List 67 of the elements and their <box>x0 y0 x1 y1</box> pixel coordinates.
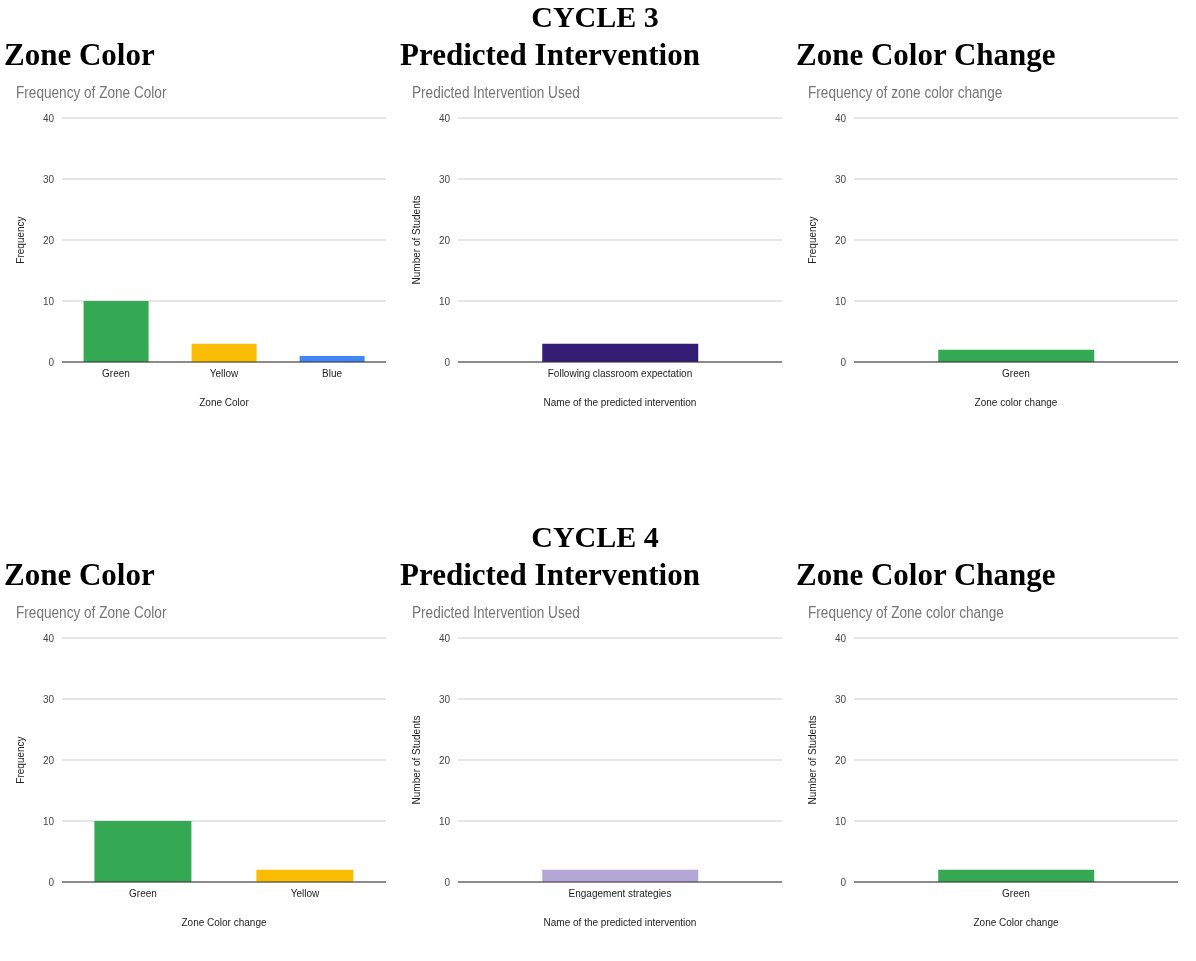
y-tick-label: 20 <box>834 234 847 246</box>
chart-subtitle: Frequency of Zone color change <box>808 604 1005 623</box>
y-axis-title: Number of Students <box>410 715 422 805</box>
y-tick-label: 40 <box>834 112 847 124</box>
x-tick-label: Yellow <box>290 888 321 900</box>
y-tick-label: 0 <box>48 876 55 888</box>
chart-title: Zone Color <box>4 36 156 74</box>
y-tick-label: 30 <box>438 173 451 185</box>
x-tick-label: Blue <box>321 368 343 380</box>
x-axis-title: Name of the predicted intervention <box>543 917 697 928</box>
x-tick-label: Engagement strategies <box>568 888 672 900</box>
y-tick-label: 40 <box>438 112 451 124</box>
chart-subtitle: Predicted Intervention Used <box>412 604 581 623</box>
y-tick-label: 0 <box>840 876 847 888</box>
x-axis-title: Name of the predicted intervention <box>543 397 697 408</box>
chart-subtitle: Predicted Intervention Used <box>412 84 581 103</box>
y-tick-label: 10 <box>42 815 55 827</box>
chart-subtitle: Frequency of Zone Color <box>16 604 168 623</box>
y-tick-label: 10 <box>42 295 55 307</box>
x-tick-label: Green <box>129 888 157 900</box>
y-tick-label: 40 <box>42 112 55 124</box>
y-tick-label: 30 <box>42 693 55 705</box>
x-axis-title: Zone color change <box>974 397 1058 408</box>
y-tick-label: 0 <box>48 356 55 368</box>
x-axis-title: Zone Color change <box>181 917 267 928</box>
x-tick-label: Following classroom expectation <box>547 368 693 380</box>
y-tick-label: 40 <box>42 632 55 644</box>
y-tick-label: 20 <box>42 754 55 766</box>
chart-title: Predicted Intervention <box>400 36 701 74</box>
y-tick-label: 0 <box>444 876 451 888</box>
y-tick-label: 0 <box>840 356 847 368</box>
y-axis-title: Number of Students <box>410 195 422 285</box>
text: CYCLE 4 <box>530 520 660 554</box>
chart-subtitle: Frequency of Zone Color <box>16 84 168 103</box>
chart-title: Zone Color <box>4 556 156 594</box>
chart-subtitle: Frequency of zone color change <box>808 84 1004 103</box>
bar <box>191 343 257 362</box>
x-axis-title: Zone Color <box>199 397 250 408</box>
y-tick-label: 40 <box>438 632 451 644</box>
y-tick-label: 40 <box>834 632 847 644</box>
y-tick-label: 20 <box>42 234 55 246</box>
bar <box>83 301 149 362</box>
chart-title: Zone Color Change <box>796 36 1057 74</box>
y-tick-label: 30 <box>438 693 451 705</box>
y-tick-label: 20 <box>438 754 451 766</box>
y-tick-label: 0 <box>444 356 451 368</box>
y-tick-label: 30 <box>42 173 55 185</box>
x-tick-label: Green <box>1002 368 1030 380</box>
x-tick-label: Yellow <box>209 368 240 380</box>
y-tick-label: 10 <box>438 295 451 307</box>
y-tick-label: 10 <box>834 815 847 827</box>
y-axis-title: Frequency <box>806 216 818 264</box>
y-tick-label: 10 <box>438 815 451 827</box>
y-tick-label: 20 <box>834 754 847 766</box>
x-tick-label: Green <box>1002 888 1030 900</box>
x-tick-label: Green <box>102 368 130 380</box>
y-tick-label: 10 <box>834 295 847 307</box>
y-axis-title: Frequency <box>14 216 26 264</box>
y-tick-label: 30 <box>834 173 847 185</box>
y-tick-label: 20 <box>438 234 451 246</box>
y-axis-title: Number of Students <box>806 715 818 805</box>
y-tick-label: 30 <box>834 693 847 705</box>
chart-title: Zone Color Change <box>796 556 1057 594</box>
chart-title: Predicted Intervention <box>400 556 701 594</box>
x-axis-title: Zone Color change <box>973 917 1059 928</box>
text: CYCLE 3 <box>530 0 660 34</box>
y-axis-title: Frequency <box>14 736 26 784</box>
